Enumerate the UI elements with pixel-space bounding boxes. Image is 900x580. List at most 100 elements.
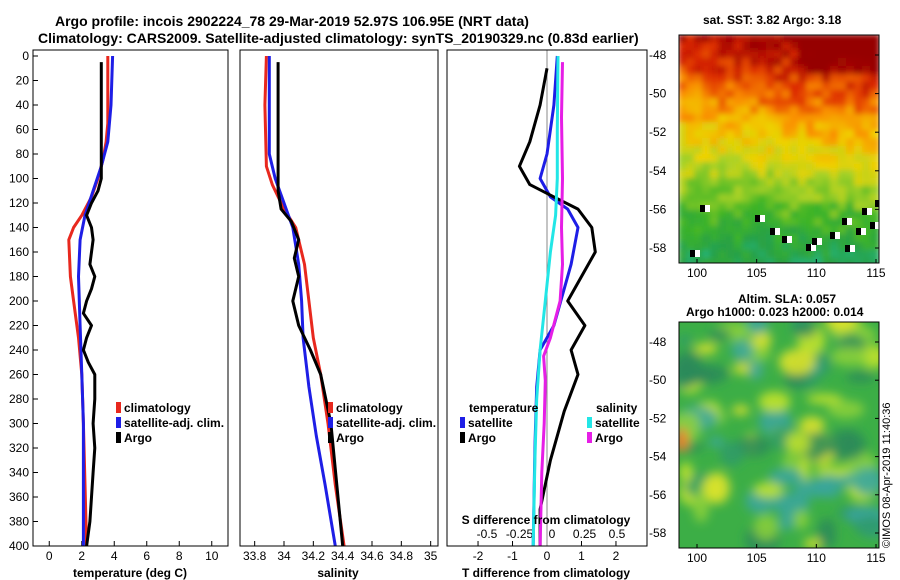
sst-map: 100 105 110 115 -48 -50 -52 -54 -56 -58: [649, 34, 886, 280]
salinity-legend: climatology satellite-adj. clim. Argo: [328, 401, 436, 445]
temperature-legend: climatology satellite-adj. clim. Argo: [116, 401, 224, 445]
depth-tick-label: 320: [9, 441, 29, 455]
sst-map-title: sat. SST: 3.82 Argo: 3.18: [703, 13, 842, 27]
depth-tick-label: 260: [9, 368, 29, 382]
lat-tick-label: -54: [649, 164, 667, 178]
legend-label-s-argo: Argo: [595, 431, 623, 445]
sla-map-frame: [678, 321, 880, 549]
lat-tick-label: -58: [649, 526, 667, 540]
x-tick-label: 0: [544, 549, 551, 563]
legend-swatch-climatology: [328, 402, 333, 413]
salinity-axis-label: salinity: [317, 566, 359, 580]
x-tick-label: 34.8: [390, 549, 414, 563]
depth-tick-label: 0: [22, 49, 29, 63]
lat-tick-label: -48: [649, 335, 667, 349]
lat-tick-label: -50: [649, 87, 667, 101]
depth-tick-label: 120: [9, 196, 29, 210]
title-line-1: Argo profile: incois 2902224_78 29-Mar-2…: [55, 13, 529, 29]
lat-tick-label: -56: [649, 488, 667, 502]
x-tick-label: 6: [143, 549, 150, 563]
lat-tick-label: -52: [649, 125, 667, 139]
depth-tick-label: 160: [9, 245, 29, 259]
series-line-argo: [81, 62, 103, 546]
x-tick-label: 4: [111, 549, 118, 563]
legend-swatch-s-argo: [587, 432, 592, 443]
x-tick-label: 10: [205, 549, 219, 563]
difference-legend: temperature satellite Argo salinity sate…: [460, 401, 640, 445]
series-line-satellite-adj-clim-: [267, 56, 337, 546]
series-line-argo: [276, 62, 345, 546]
legend-swatch-s-satellite: [587, 417, 592, 428]
difference-panel: -2 -1 0 1 2 -0.5 -0.25 0 0.25 0.5 T difference f…: [446, 49, 648, 580]
x-tick-label: 2: [78, 549, 85, 563]
sst-lat-ticks: -48 -50 -52 -54 -56 -58: [649, 48, 879, 255]
legend-heading-salinity: salinity: [596, 401, 638, 415]
legend-label-satellite: satellite-adj. clim.: [124, 416, 224, 430]
depth-tick-label: 60: [16, 123, 30, 137]
legend-label-argo: Argo: [336, 431, 364, 445]
depth-tick-label: 180: [9, 270, 29, 284]
x-tick-label: 0: [46, 549, 53, 563]
sla-lon-ticks: 100 105 110 115: [687, 544, 886, 565]
sla-lat-ticks: -48 -50 -52 -54 -56 -58: [649, 335, 879, 540]
t-difference-axis-label: T difference from climatology: [462, 566, 630, 580]
depth-tick-label: 300: [9, 417, 29, 431]
depth-tick-label: 140: [9, 221, 29, 235]
x-tick-label: 33.8: [243, 549, 267, 563]
legend-swatch-satellite: [116, 417, 121, 428]
legend-swatch-t-argo: [460, 432, 465, 443]
lat-tick-label: -54: [649, 450, 667, 464]
lon-tick-label: 115: [866, 266, 885, 280]
x2-tick-label: -0.5: [477, 527, 498, 541]
legend-label-t-argo: Argo: [468, 431, 496, 445]
sla-map-title-2: Argo h1000: 0.023 h2000: 0.014: [686, 305, 864, 319]
x2-tick-label: -0.25: [506, 527, 534, 541]
series-line-temperature-satellite: [531, 55, 580, 546]
x-tick-label: 2: [613, 549, 620, 563]
depth-tick-label: 200: [9, 294, 29, 308]
legend-heading-temperature: temperature: [469, 401, 539, 415]
depth-tick-label: 400: [9, 539, 29, 553]
lon-tick-label: 110: [807, 266, 826, 280]
x-tick-label: 35: [424, 549, 438, 563]
legend-label-climatology: climatology: [336, 401, 403, 415]
legend-swatch-argo: [328, 432, 333, 443]
sla-map-title-1: Altim. SLA: 0.057: [738, 292, 836, 306]
legend-swatch-climatology: [116, 402, 121, 413]
lon-tick-label: 105: [747, 266, 767, 280]
temperature-axis-label: temperature (deg C): [73, 566, 187, 580]
depth-tick-label: 360: [9, 490, 29, 504]
legend-label-argo: Argo: [124, 431, 152, 445]
lon-tick-label: 100: [687, 551, 707, 565]
difference-plot-frame: [446, 49, 648, 547]
x-tick-label: 1: [578, 549, 585, 563]
lon-tick-label: 105: [747, 551, 767, 565]
x-tick-label: 34: [277, 549, 291, 563]
s-difference-axis-ticks: -0.5 -0.25 0 0.25 0.5: [477, 527, 626, 541]
sla-map: 100 105 110 115 -48 -50 -52 -54 -56 -58: [649, 321, 886, 565]
legend-label-t-satellite: satellite: [468, 416, 513, 430]
depth-tick-label: 280: [9, 392, 29, 406]
temperature-panel: 0204060801001201401601802002202402602803…: [9, 49, 229, 580]
t-difference-axis-ticks: -2 -1 0 1 2: [473, 541, 620, 563]
x2-tick-label: 0.25: [573, 527, 597, 541]
lat-tick-label: -50: [649, 373, 667, 387]
series-line-temperature-argo: [517, 68, 597, 546]
depth-tick-label: 20: [16, 74, 30, 88]
x-tick-label: 34.2: [302, 549, 326, 563]
depth-tick-label: 100: [9, 172, 29, 186]
salinity-axis-ticks: 33.8 34 34.2 34.4 34.6 34.8 35: [243, 541, 438, 563]
x-tick-label: 34.4: [331, 549, 355, 563]
timestamp-label: ©IMOS 08-Apr-2019 11:40:36: [881, 403, 893, 548]
lon-tick-label: 110: [807, 551, 826, 565]
salinity-panel: 33.8 34 34.2 34.4 34.6 34.8 35 salinity climat…: [239, 49, 439, 580]
x-tick-label: -1: [507, 549, 518, 563]
x2-tick-label: 0.5: [609, 527, 626, 541]
depth-tick-label: 240: [9, 343, 29, 357]
x2-tick-label: 0: [549, 527, 556, 541]
sst-lon-ticks: 100 105 110 115: [687, 259, 886, 280]
s-difference-axis-label: S difference from climatology: [462, 513, 631, 527]
depth-axis-ticks: 0 20 40 60 80 100 120 140 160 180 200 220 240 260 280 3…: [9, 49, 38, 553]
depth-tick-label: 220: [9, 319, 29, 333]
